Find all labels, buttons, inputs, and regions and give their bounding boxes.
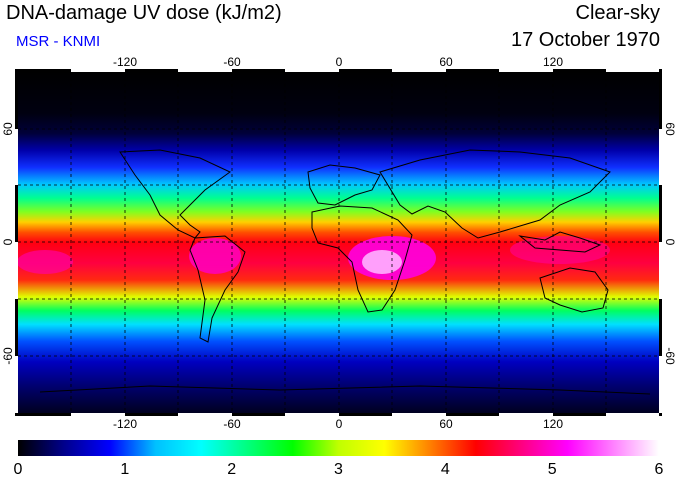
colorbar-tick-label: 3 — [334, 461, 343, 478]
lat-label-right: 60 — [663, 122, 677, 136]
lon-label-top: -60 — [223, 55, 241, 69]
lat-label-left: 0 — [1, 238, 15, 245]
peak-uv-patch-africa — [362, 250, 402, 274]
map-date: 17 October 1970 — [511, 29, 660, 51]
sky-condition: Clear-sky — [575, 2, 660, 24]
lon-label-bottom: -60 — [223, 417, 241, 431]
map-frame — [15, 69, 662, 416]
lat-label-left: 60 — [1, 122, 15, 136]
lon-label-bottom: -120 — [113, 417, 137, 431]
lon-label-top: 60 — [439, 55, 453, 69]
colorbar-tick-label: 2 — [227, 461, 236, 478]
graticule — [18, 72, 659, 413]
colorbar-tick-label: 1 — [120, 461, 129, 478]
colorbar — [18, 440, 659, 456]
lat-label-right: 0 — [663, 239, 677, 246]
colorbar-tick-label: 4 — [441, 461, 450, 478]
lon-label-top: 0 — [336, 55, 343, 69]
lon-label-bottom: 120 — [543, 417, 563, 431]
source-label: MSR - KNMI — [16, 33, 101, 50]
map-title: DNA-damage UV dose (kJ/m2) — [6, 2, 282, 24]
lon-label-top: 120 — [543, 55, 563, 69]
colorbar-tick-label: 0 — [14, 461, 23, 478]
colorbar-tick-label: 6 — [655, 461, 664, 478]
coastlines — [39, 149, 651, 395]
lat-label-right: -60 — [663, 347, 677, 365]
colorbar-tick-label: 5 — [548, 461, 557, 478]
high-uv-patch-south-america — [189, 238, 241, 274]
high-uv-patch-pacific — [18, 250, 73, 274]
colorbar-labels: 0 1 2 3 4 5 6 — [14, 461, 664, 478]
lat-labels: 60 0 -60 60 0 -60 — [1, 122, 677, 365]
lon-label-bottom: 0 — [336, 417, 343, 431]
lon-labels: -120 -60 0 60 120 -120 -60 0 60 120 — [113, 55, 563, 431]
lat-label-left: -60 — [1, 347, 15, 365]
lon-label-top: -120 — [113, 55, 137, 69]
lon-label-bottom: 60 — [439, 417, 453, 431]
